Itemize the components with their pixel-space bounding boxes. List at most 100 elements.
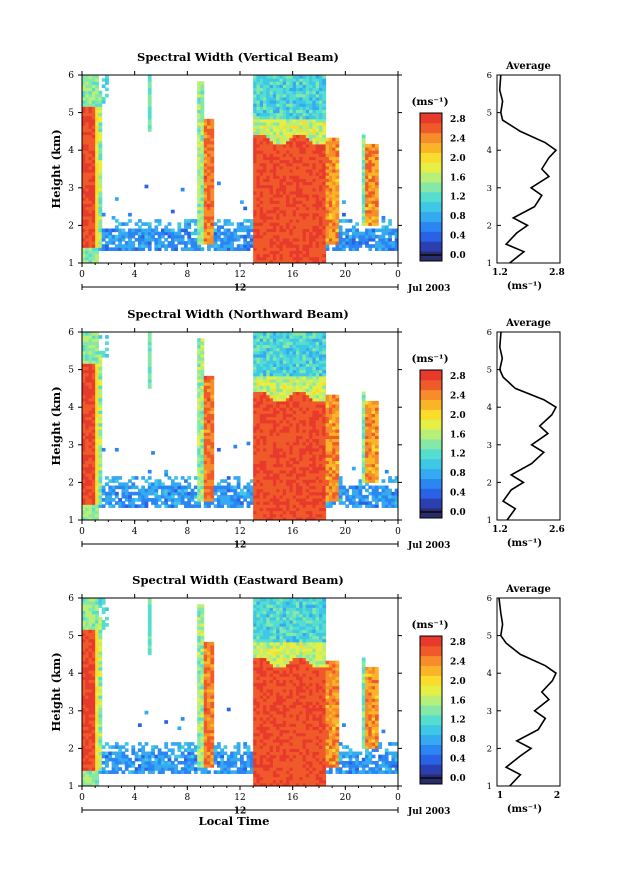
heatmap-cell (292, 184, 297, 189)
heatmap-cell (147, 341, 152, 346)
heatmap-cell (263, 172, 267, 176)
heatmap-cell (312, 463, 317, 468)
heatmap-cell (91, 407, 96, 411)
heatmap-cell (371, 209, 376, 214)
heatmap-cell (216, 494, 221, 499)
heatmap-cell (269, 350, 274, 355)
heatmap-cell (374, 184, 379, 189)
heatmap-cell (88, 222, 93, 226)
heatmap-cell (315, 410, 320, 414)
heatmap-cell (319, 115, 323, 120)
heatmap-cell (365, 153, 369, 157)
heatmap-cell (338, 241, 343, 245)
average-y-tick-label: 2 (487, 221, 492, 231)
heatmap-cell (305, 397, 310, 402)
heatmap-cell (299, 241, 304, 245)
heatmap-cell (276, 216, 280, 220)
heatmap-cell (289, 338, 294, 342)
heatmap-cell (315, 96, 320, 101)
colorbar-segment (420, 251, 442, 262)
heatmap-cell (200, 206, 205, 211)
heatmap-cell (312, 106, 317, 110)
heatmap-cell (95, 344, 99, 349)
heatmap-cell (322, 335, 327, 339)
heatmap-cell (85, 400, 90, 405)
heatmap-cell (289, 410, 294, 414)
heatmap-cell (279, 369, 284, 374)
heatmap-cell (312, 87, 317, 92)
average-title: Average (505, 61, 551, 72)
heatmap-cell (95, 394, 99, 399)
heatmap-cell (263, 131, 267, 136)
heatmap-cell (111, 498, 116, 502)
heatmap-cell (286, 134, 290, 139)
heatmap-cell (302, 103, 307, 107)
heatmap-cell (312, 259, 317, 264)
heatmap-cell (82, 178, 86, 183)
heatmap-cell (305, 212, 310, 217)
heatmap-cell (295, 516, 300, 521)
heatmap-cell (315, 388, 320, 393)
heatmap-cell (295, 187, 300, 192)
heatmap-cell (279, 479, 284, 483)
heatmap-cell (282, 385, 287, 389)
heatmap-cell (292, 100, 297, 104)
heatmap-cell (276, 388, 280, 393)
heatmap-cell (279, 494, 284, 499)
heatmap-cell (305, 247, 310, 251)
heatmap-cell (203, 410, 208, 414)
heatmap-cell (82, 507, 86, 512)
heatmap-cell (121, 491, 126, 496)
heatmap-cell (91, 228, 96, 233)
heatmap-cell (309, 338, 313, 342)
heatmap-cell (128, 494, 132, 499)
heatmap-cell (203, 482, 208, 487)
heatmap-cell (91, 426, 96, 430)
heatmap-cell (272, 410, 277, 414)
heatmap-cell (315, 413, 320, 418)
heatmap-cell (91, 394, 96, 399)
heatmap-cell (98, 498, 103, 502)
heatmap-cell (322, 234, 327, 239)
heatmap-cell (289, 510, 294, 515)
heatmap-cell (88, 153, 93, 157)
heatmap-cell (388, 237, 392, 242)
heatmap-cell (187, 482, 192, 487)
heatmap-cell (269, 109, 274, 114)
heatmap-cell (91, 256, 96, 261)
heatmap-cell (361, 140, 366, 145)
heatmap-cell (272, 187, 277, 192)
heatmap-cell (137, 237, 142, 242)
heatmap-cell (276, 169, 280, 173)
heatmap-cell (315, 460, 320, 465)
heatmap-cell (95, 87, 99, 92)
heatmap-cell (368, 175, 373, 179)
heatmap-cell (108, 237, 113, 242)
heatmap-cell (91, 332, 96, 336)
heatmap-cell (289, 231, 294, 236)
heatmap-cell (200, 237, 205, 242)
heatmap-cell (259, 250, 264, 255)
heatmap-cell (167, 244, 172, 248)
heatmap-cell (88, 513, 93, 518)
heatmap-cell (256, 100, 261, 104)
heatmap-cell (315, 369, 320, 374)
heatmap-cell (82, 228, 86, 233)
heatmap-cell (295, 379, 300, 383)
heatmap-cell (325, 234, 330, 239)
heatmap-cell (85, 140, 90, 145)
heatmap-cell (276, 234, 280, 239)
heatmap-cell (286, 473, 290, 477)
heatmap-cell (299, 159, 304, 164)
heatmap-cell (259, 435, 264, 440)
heatmap-cell (91, 134, 96, 139)
heatmap-cell (289, 128, 294, 132)
heatmap-cell (197, 360, 201, 364)
heatmap-cell (259, 256, 264, 261)
heatmap-cell (305, 222, 310, 226)
heatmap-cell (335, 172, 340, 176)
heatmap-cell (272, 184, 277, 189)
heatmap-cell (256, 404, 261, 408)
heatmap-cell (246, 504, 251, 508)
heatmap-cell (197, 391, 201, 396)
